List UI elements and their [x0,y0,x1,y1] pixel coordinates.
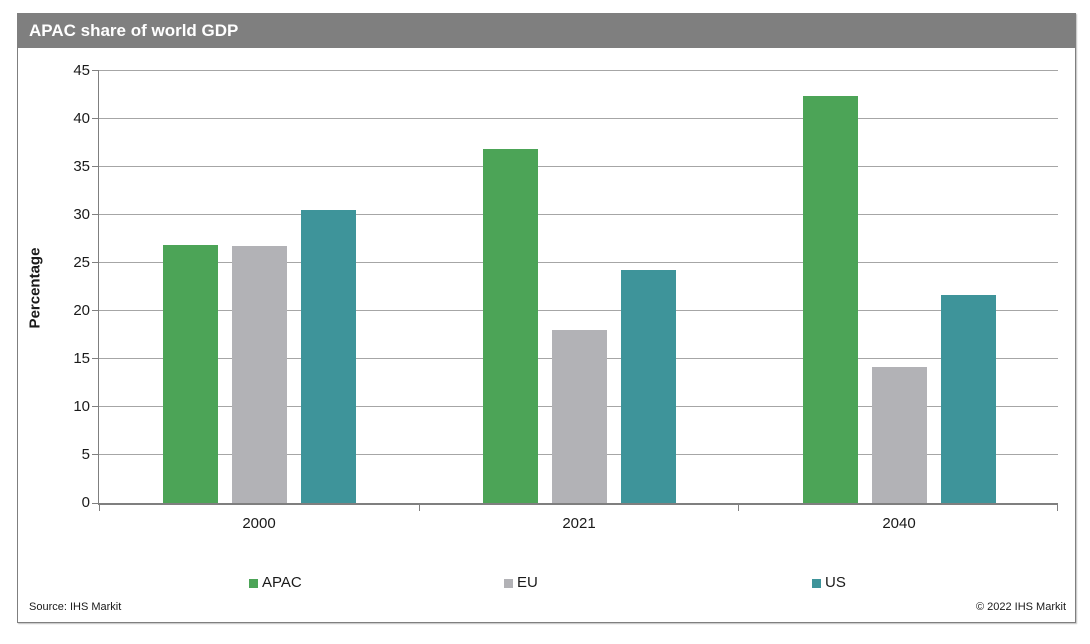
chart-container: APAC share of world GDP Percentage 0 5 10 1… [17,13,1076,623]
y-axis-tick-label: 35 [73,157,90,175]
bar-apac-2040 [802,96,858,503]
legend-label-apac: APAC [262,574,302,591]
y-axis-tick [92,406,99,407]
legend-swatch-us [812,578,821,588]
bar-us-2021 [620,269,676,503]
bar-eu-2040 [871,367,927,503]
y-axis-tick-label: 15 [73,349,90,367]
legend-item-us: US [812,574,846,592]
gridline [99,261,1058,263]
legend-swatch-apac [249,578,258,588]
x-axis-label-2000: 2000 [242,515,276,532]
y-axis-tick-label: 45 [73,62,90,79]
chart-title-bar: APAC share of world GDP [18,14,1075,48]
bar-eu-2021 [551,330,607,503]
bar-apac-2000 [162,244,218,503]
y-axis-tick-label: 30 [73,205,90,223]
source-note: Source: IHS Markit [29,601,122,613]
y-axis-tick-label: 40 [73,109,90,127]
gridline [99,310,1058,311]
y-axis-tick [92,70,99,71]
legend: APAC EU US [18,574,1075,594]
y-axis-tick [92,213,99,215]
y-axis-tick [92,310,99,311]
y-axis-tick-label: 5 [81,445,90,463]
x-axis-label-2021: 2021 [562,515,596,532]
bar-us-2000 [300,209,356,503]
y-axis-tick [92,357,99,359]
x-axis-tick [99,505,100,511]
y-axis-tick-label: 10 [73,398,90,415]
x-axis-label-2040: 2040 [882,515,916,532]
bar-us-2040 [940,294,996,503]
chart-title: APAC share of world GDP [29,21,239,40]
y-axis-tick-label: 20 [73,302,90,319]
copyright-note: © 2022 IHS Markit [975,601,1066,613]
gridline [99,165,1058,167]
legend-swatch-eu [504,578,513,588]
legend-item-eu: EU [504,574,538,592]
x-axis-tick [738,505,740,511]
bar-apac-2021 [482,149,538,503]
bar-eu-2000 [231,246,287,503]
legend-label-eu: EU [517,574,538,591]
x-axis-tick [418,505,420,511]
gridline [99,117,1058,119]
y-axis-tick [92,117,99,119]
gridline [99,70,1058,71]
y-axis-tick [92,261,99,263]
y-axis-tick-label: 25 [73,253,90,271]
legend-label-us: US [825,574,846,591]
plot-area: 0 5 10 15 20 25 30 35 40 45 2000 2021 2040 [73,62,1058,532]
y-axis-tick [92,503,99,504]
legend-item-apac: APAC [249,574,302,592]
x-axis-tick [1057,505,1058,511]
y-axis-tick [92,165,99,167]
y-axis-tick-label: 0 [81,494,90,511]
y-axis-title: Percentage [26,247,44,329]
y-axis-tick [92,453,99,455]
gridline [99,213,1058,215]
